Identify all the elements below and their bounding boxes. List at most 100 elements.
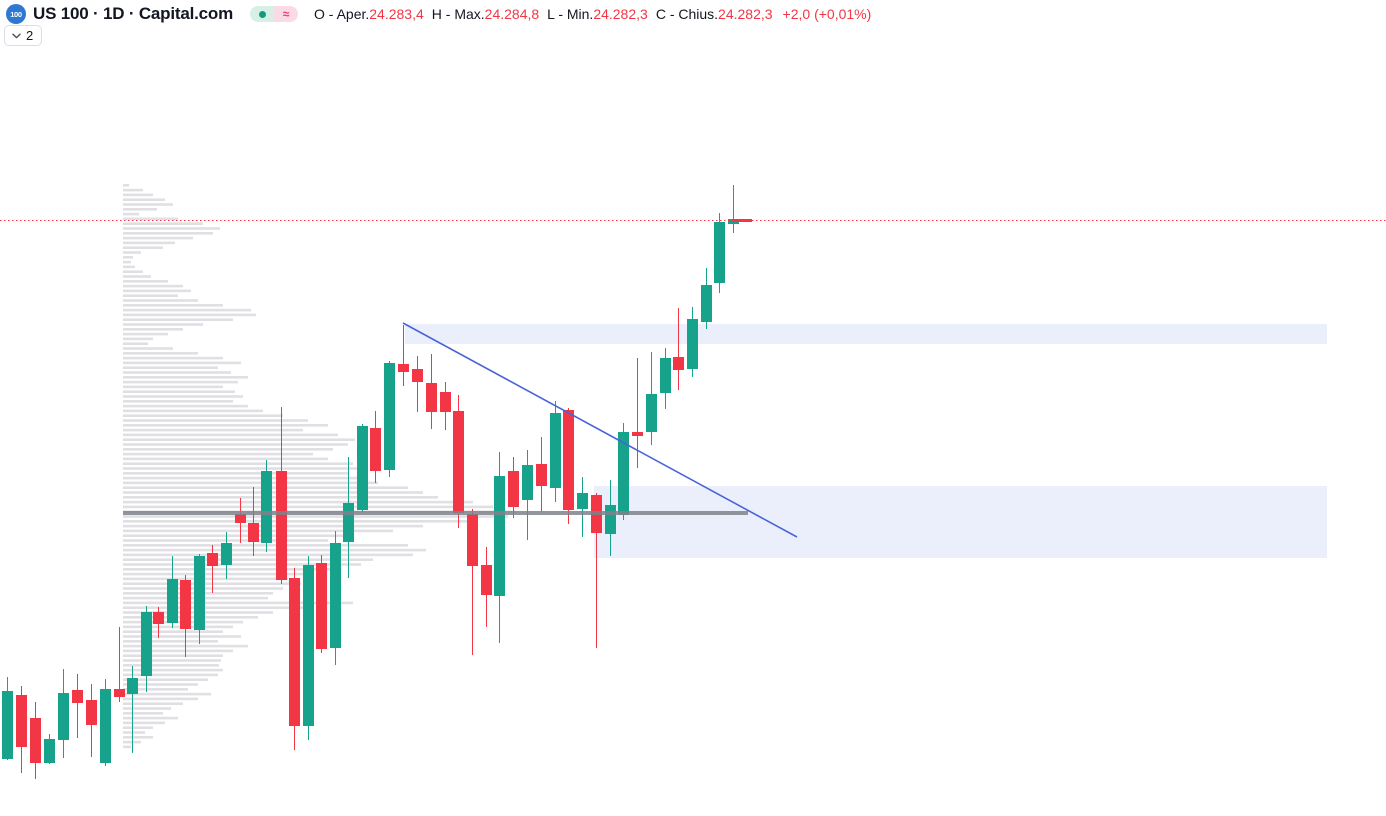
volume-profile-bar [123,256,133,259]
volume-profile-bar [123,251,141,254]
candlestick [563,410,574,510]
candlestick [536,464,547,486]
volume-profile-bar [123,558,373,561]
volume-profile-bar [123,544,408,547]
trendline[interactable] [402,322,798,538]
volume-profile-bar [123,678,208,681]
candlestick [673,357,684,370]
volume-profile-bar [123,452,313,456]
volume-profile-bar [123,721,165,725]
volume-profile-bar [123,395,243,398]
volume-profile-bar [123,414,283,417]
candlestick [86,700,97,725]
demand-zone[interactable] [594,486,1327,558]
delayed-data-segment[interactable]: ≈ [274,6,299,22]
volume-profile-bar [123,385,223,389]
candlestick [72,690,83,703]
volume-profile-bar [123,294,178,297]
volume-profile-bar [123,241,175,245]
volume-profile-bar [123,280,168,283]
volume-profile-bar [123,534,353,537]
high-label: H - Max. [431,6,485,22]
candlestick [701,285,712,322]
volume-profile-bar [123,659,221,662]
volume-profile-bar [123,371,231,374]
candlestick [343,503,354,542]
candlestick [453,411,464,513]
volume-profile-bar [123,198,165,201]
supply-zone[interactable] [405,324,1327,344]
volume-profile-bar [123,400,233,403]
candlestick [30,718,41,763]
candlestick [370,428,381,471]
volume-profile-bar [123,260,131,264]
volume-profile-bar [123,193,153,197]
market-status-pill[interactable]: ≈ [250,6,299,22]
candlestick [316,563,327,649]
volume-profile-bar [123,443,348,446]
volume-profile-bar [123,380,238,384]
volume-profile-bar [123,481,378,485]
volume-profile-bar [123,472,348,475]
volume-profile-bar [123,376,248,379]
volume-profile-bar [123,409,263,413]
volume-profile-bar [123,654,223,657]
volume-profile-bar [123,284,183,288]
candlestick [660,358,671,393]
volume-profile-bar [123,208,157,211]
volume-profile-bar [123,227,220,230]
candlestick [384,363,395,470]
volume-profile-bar [123,707,171,710]
volume-profile-bar [123,462,353,465]
volume-profile-bar [123,726,153,729]
candlestick [100,689,111,763]
volume-profile-bar [123,505,493,509]
candlestick [467,514,478,566]
candlestick [303,565,314,726]
symbol-logo-icon[interactable]: 100 [6,4,26,24]
volume-profile-bar [123,337,153,341]
volume-profile-bar [123,424,328,427]
market-status-dot-icon [258,10,266,18]
volume-profile-bar [123,212,139,216]
volume-profile-bar [123,673,218,677]
symbol-title[interactable]: US 100 · 1D · Capital.com [33,4,234,23]
volume-profile-bar [123,404,248,408]
ohlc-readout: O - Aper.24.283,4 H - Max.24.284,8 L - M… [314,6,871,22]
volume-profile-bar [123,568,338,571]
candlestick [357,426,368,510]
candlestick [618,432,629,515]
volume-profile-bar [123,692,211,696]
candlestick [577,493,588,509]
high-readout: H - Max.24.284,8 [432,6,539,22]
candlestick [221,543,232,565]
volume-profile-bar [123,188,143,192]
open-readout: O - Aper.24.283,4 [314,6,424,22]
volume-profile-bar [123,356,223,360]
object-tree-collapse-button[interactable]: 2 [4,25,43,46]
candlestick [114,689,125,697]
candlestick [330,543,341,648]
volume-profile-bar [123,635,241,638]
volume-profile-bar [123,606,303,609]
close-readout: C - Chius.24.282,3 [656,6,773,22]
volume-profile-bar [123,428,303,432]
volume-profile-bar [123,548,426,552]
volume-profile-bar [123,625,233,629]
candlestick [632,432,643,436]
open-value: 24.283,4 [369,6,424,22]
close-value: 24.282,3 [718,6,773,22]
volume-profile-bar [123,716,178,720]
volume-profile-bar [123,520,478,523]
collapse-count: 2 [26,28,34,43]
volume-profile-bar [123,688,188,691]
candlestick [481,565,492,595]
volume-profile-bar [123,308,251,312]
delayed-data-icon: ≈ [282,7,290,21]
volume-profile-bar [123,491,423,494]
close-label: C - Chius. [655,6,719,22]
market-open-segment[interactable] [250,6,275,22]
chevron-down-icon [12,33,21,38]
